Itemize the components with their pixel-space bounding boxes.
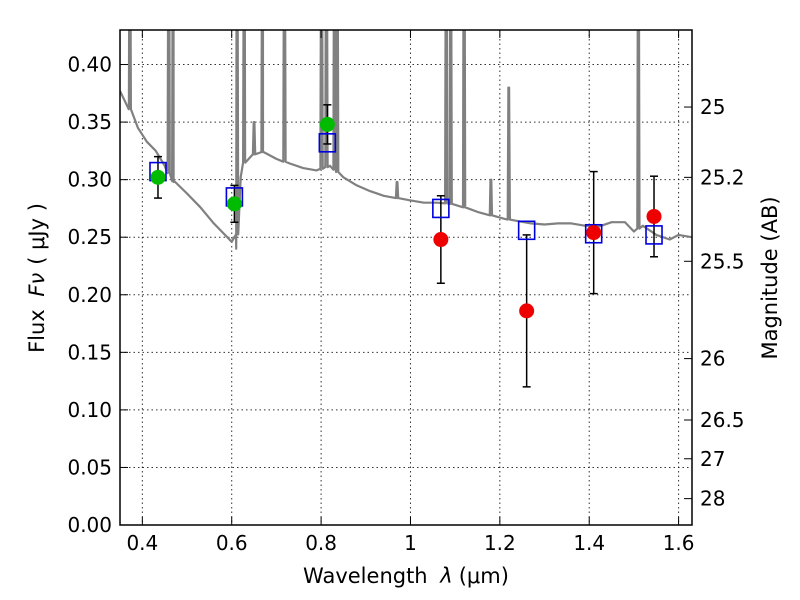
model-photometry-box	[432, 198, 450, 219]
y-tick-label: 0.00	[67, 513, 112, 537]
model-photometry-boxes	[149, 133, 663, 245]
observed-photometry-points	[150, 116, 662, 319]
model-photometry-box	[318, 133, 337, 153]
x-tick-label: 1	[404, 531, 417, 555]
y2-axis-title: Magnitude (AB)	[758, 196, 782, 359]
y-axis-title: Flux Fν ( μJy )	[25, 203, 49, 353]
y2-tick-label: 25.2	[700, 165, 745, 189]
y2-tick-label: 27	[700, 447, 725, 471]
y-tick-label: 0.20	[67, 283, 112, 307]
y2-tick-label: 25	[700, 95, 725, 119]
tick-labels: 0.4 0.6 0.8 1 1.2 1.4 1.6 0.00 0.05 0.10 0.15 0.20 0…	[67, 53, 744, 555]
model-photometry-box	[584, 223, 603, 244]
optical-data-point	[226, 196, 242, 212]
y2-tick-label: 26.5	[700, 408, 745, 432]
y-tick-label: 0.40	[67, 53, 112, 77]
y-tick-label: 0.15	[67, 340, 112, 364]
model-photometry-box	[645, 225, 663, 245]
x-tick-label: 1.2	[484, 531, 516, 555]
y-tick-label: 0.10	[67, 398, 112, 422]
plot-frame	[119, 29, 693, 526]
x-tick-label: 1.6	[663, 531, 695, 555]
grid-lines	[120, 30, 692, 526]
x-tick-label: 1.4	[573, 531, 605, 555]
y-tick-label: 0.30	[67, 168, 112, 192]
nir-data-point	[433, 232, 449, 248]
axis-ticks	[120, 30, 692, 526]
y2-tick-label: 25.5	[700, 249, 745, 273]
nir-data-point	[586, 225, 602, 241]
y-tick-label: 0.25	[67, 225, 112, 249]
optical-data-point	[150, 169, 166, 185]
y-tick-label: 0.35	[67, 110, 112, 134]
x-tick-label: 0.8	[305, 531, 337, 555]
nir-data-point	[646, 208, 662, 224]
model-spectrum	[120, 30, 692, 250]
x-axis-title-unit: (μm)	[459, 564, 509, 588]
y2-tick-label: 26	[700, 347, 725, 371]
nir-data-point	[519, 303, 535, 319]
x-tick-label: 0.6	[216, 531, 248, 555]
y-tick-label: 0.05	[67, 455, 112, 479]
y-axis-title-text: Flux	[25, 303, 49, 353]
y-axis-title-symbol: Fν	[25, 273, 49, 297]
optical-data-point	[319, 116, 335, 132]
x-axis-title-symbol: λ	[439, 564, 452, 588]
model-spectrum-line	[120, 30, 692, 250]
x-axis-title-text: Wavelength	[303, 564, 434, 588]
y-axis-title-unit: ( μJy )	[25, 203, 49, 265]
model-photometry-box	[517, 220, 536, 241]
x-tick-label: 0.4	[126, 531, 158, 555]
x-axis-title: Wavelength λ (μm)	[303, 564, 509, 588]
error-bars	[153, 104, 659, 388]
y2-tick-label: 28	[700, 487, 725, 511]
